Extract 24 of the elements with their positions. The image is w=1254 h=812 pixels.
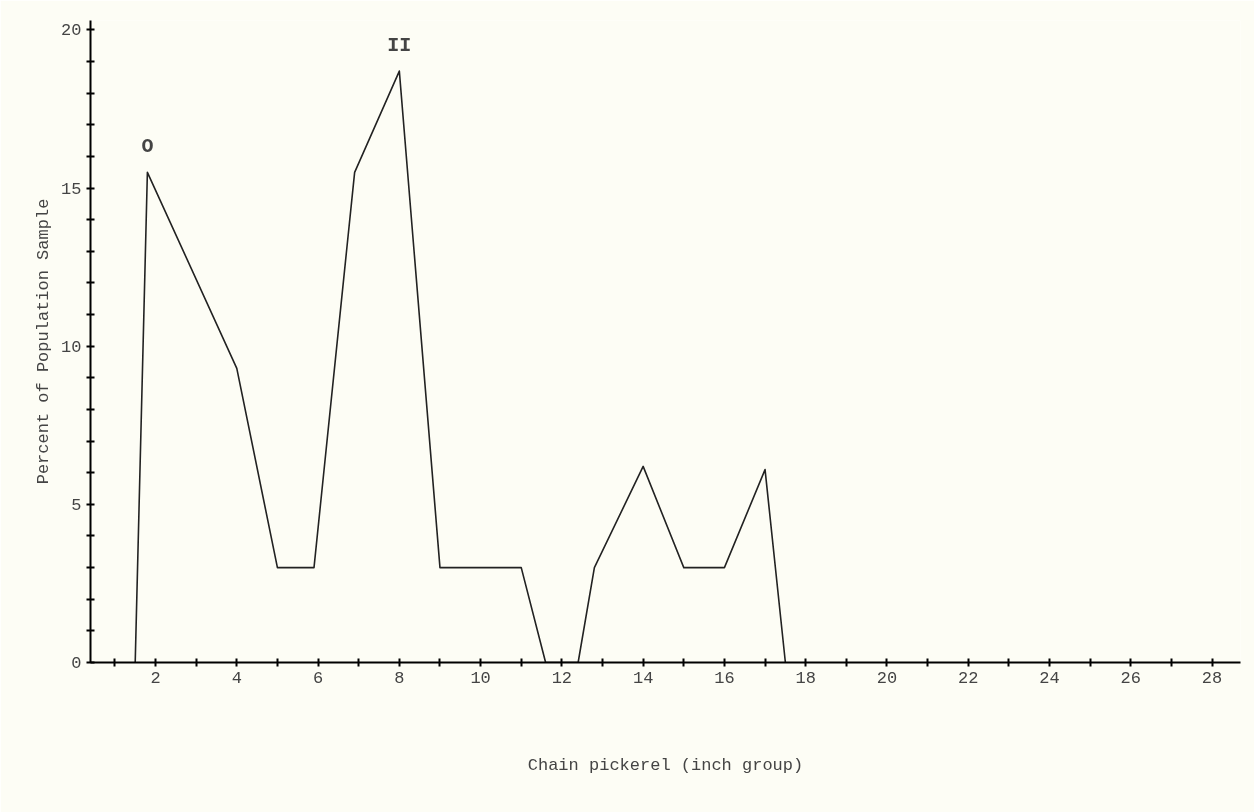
line-series [134,70,787,663]
x-tick-label: 4 [231,668,242,688]
y-tick-label: 10 [61,337,82,357]
y-tick-label: 15 [61,179,82,199]
x-tick-label: 2 [150,668,161,688]
annotation: II [387,34,412,58]
x-tick-label: 14 [632,668,654,688]
x-tick-label: 6 [312,668,324,688]
y-tick-label: 20 [61,21,82,41]
x-tick-label: 16 [714,668,735,688]
x-tick-label: 8 [394,668,405,688]
y-tick-label: 0 [71,654,82,673]
y-tick-label: 5 [71,495,82,515]
x-tick-label: 18 [795,668,816,688]
x-tick-label: 24 [1039,668,1060,688]
annotation: O [141,135,154,159]
x-axis-title: Chain pickerel (inch group) [527,755,804,775]
x-tick-label: 22 [958,668,979,688]
x-tick-label: 26 [1120,668,1141,688]
x-tick-label: 28 [1201,668,1223,688]
y-axis-title: Percent of Population Sample [34,198,54,485]
x-tick-label: 20 [876,668,898,688]
x-tick-label: 12 [551,668,573,688]
x-tick-label: 10 [470,668,491,688]
